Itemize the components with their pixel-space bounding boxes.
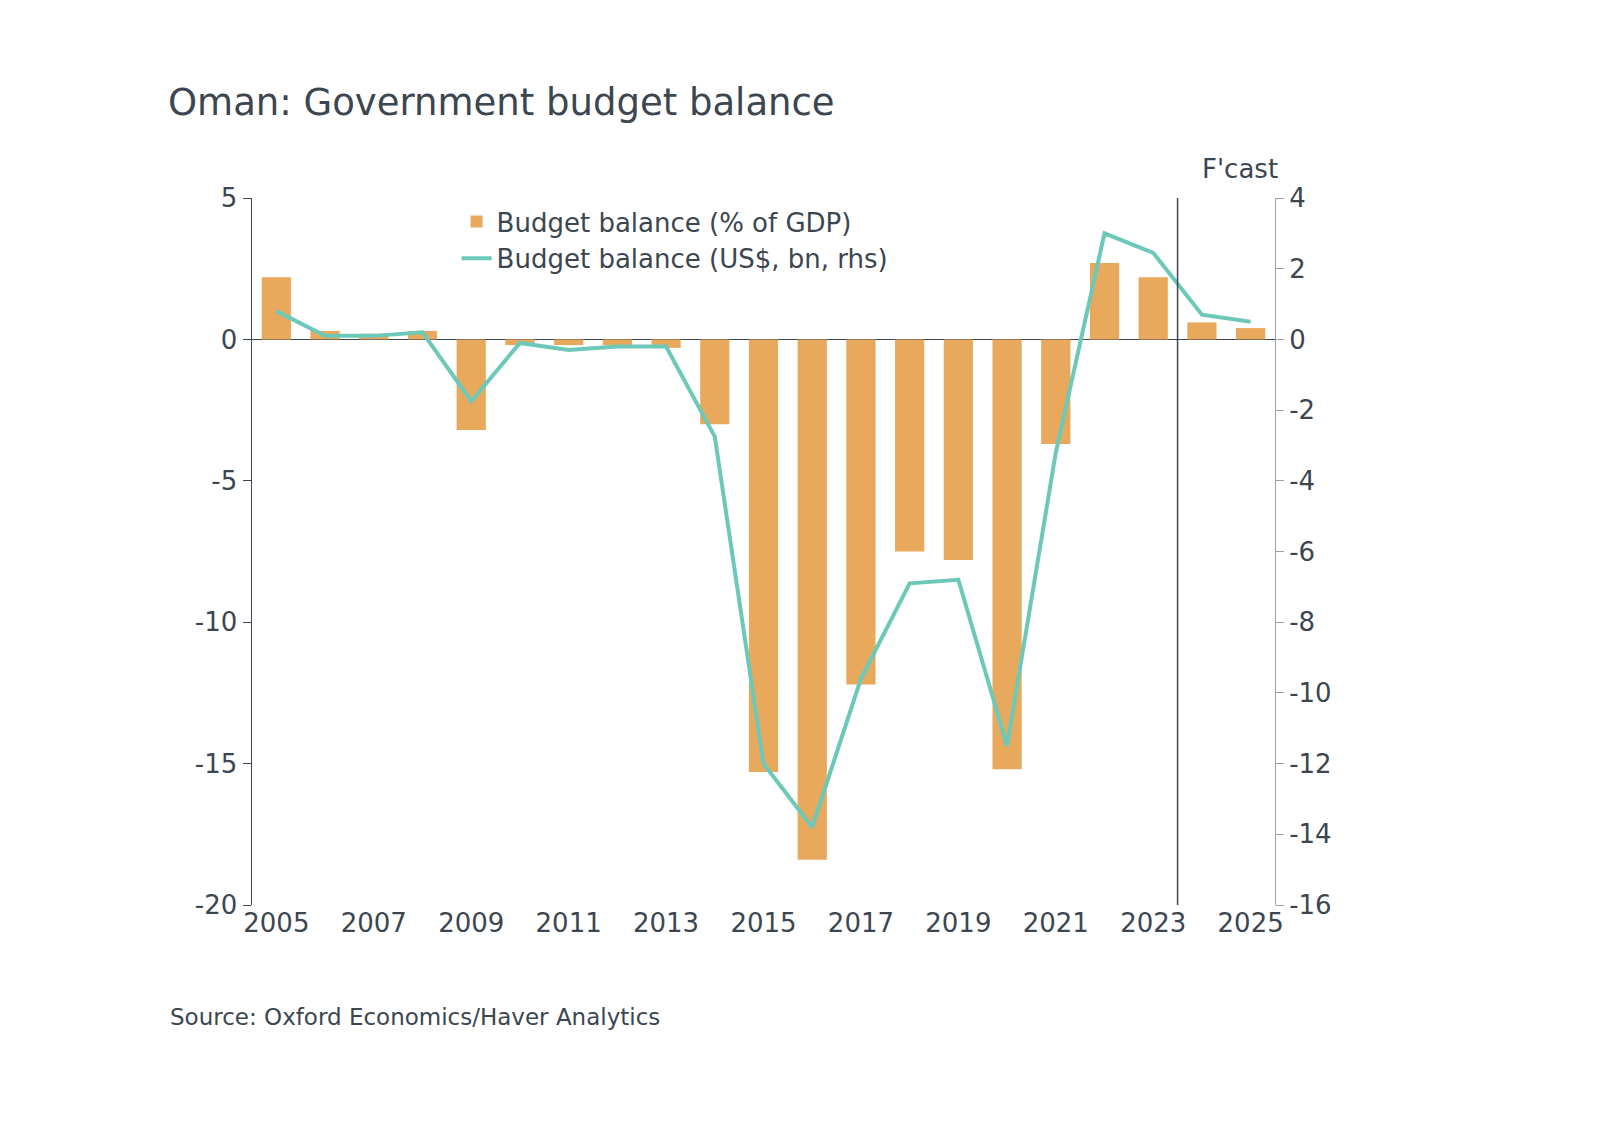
svg-text:2009: 2009 bbox=[438, 908, 504, 938]
svg-text:4: 4 bbox=[1289, 183, 1306, 213]
svg-text:-20: -20 bbox=[195, 890, 237, 920]
svg-text:2017: 2017 bbox=[828, 908, 894, 938]
svg-text:2005: 2005 bbox=[243, 908, 309, 938]
svg-text:0: 0 bbox=[1289, 325, 1306, 355]
svg-text:2: 2 bbox=[1289, 254, 1306, 284]
svg-text:2011: 2011 bbox=[536, 908, 602, 938]
svg-text:-16: -16 bbox=[1289, 890, 1331, 920]
svg-text:-8: -8 bbox=[1289, 607, 1315, 637]
svg-text:2007: 2007 bbox=[341, 908, 407, 938]
svg-text:2023: 2023 bbox=[1120, 908, 1186, 938]
svg-text:2021: 2021 bbox=[1023, 908, 1089, 938]
svg-text:2025: 2025 bbox=[1218, 908, 1284, 938]
svg-text:Source: Oxford Economics/Haver: Source: Oxford Economics/Haver Analytics bbox=[170, 1004, 660, 1030]
svg-text:F'cast: F'cast bbox=[1202, 154, 1278, 184]
svg-text:5: 5 bbox=[221, 183, 238, 213]
svg-text:-2: -2 bbox=[1289, 395, 1315, 425]
svg-text:-10: -10 bbox=[1289, 678, 1331, 708]
svg-text:2013: 2013 bbox=[633, 908, 699, 938]
svg-text:0: 0 bbox=[221, 325, 238, 355]
svg-text:Oman: Government budget balanc: Oman: Government budget balance bbox=[168, 81, 835, 124]
svg-text:-10: -10 bbox=[195, 607, 237, 637]
svg-text:-4: -4 bbox=[1289, 466, 1315, 496]
svg-text:-6: -6 bbox=[1289, 537, 1315, 567]
svg-text:-5: -5 bbox=[211, 466, 237, 496]
svg-text:-15: -15 bbox=[195, 749, 237, 779]
svg-text:-14: -14 bbox=[1289, 819, 1331, 849]
svg-text:-12: -12 bbox=[1289, 749, 1331, 779]
svg-text:Budget balance (US$, bn, rhs): Budget balance (US$, bn, rhs) bbox=[497, 244, 888, 274]
svg-text:Budget balance (% of GDP): Budget balance (% of GDP) bbox=[497, 208, 852, 238]
svg-text:2015: 2015 bbox=[730, 908, 796, 938]
svg-text:2019: 2019 bbox=[925, 908, 991, 938]
